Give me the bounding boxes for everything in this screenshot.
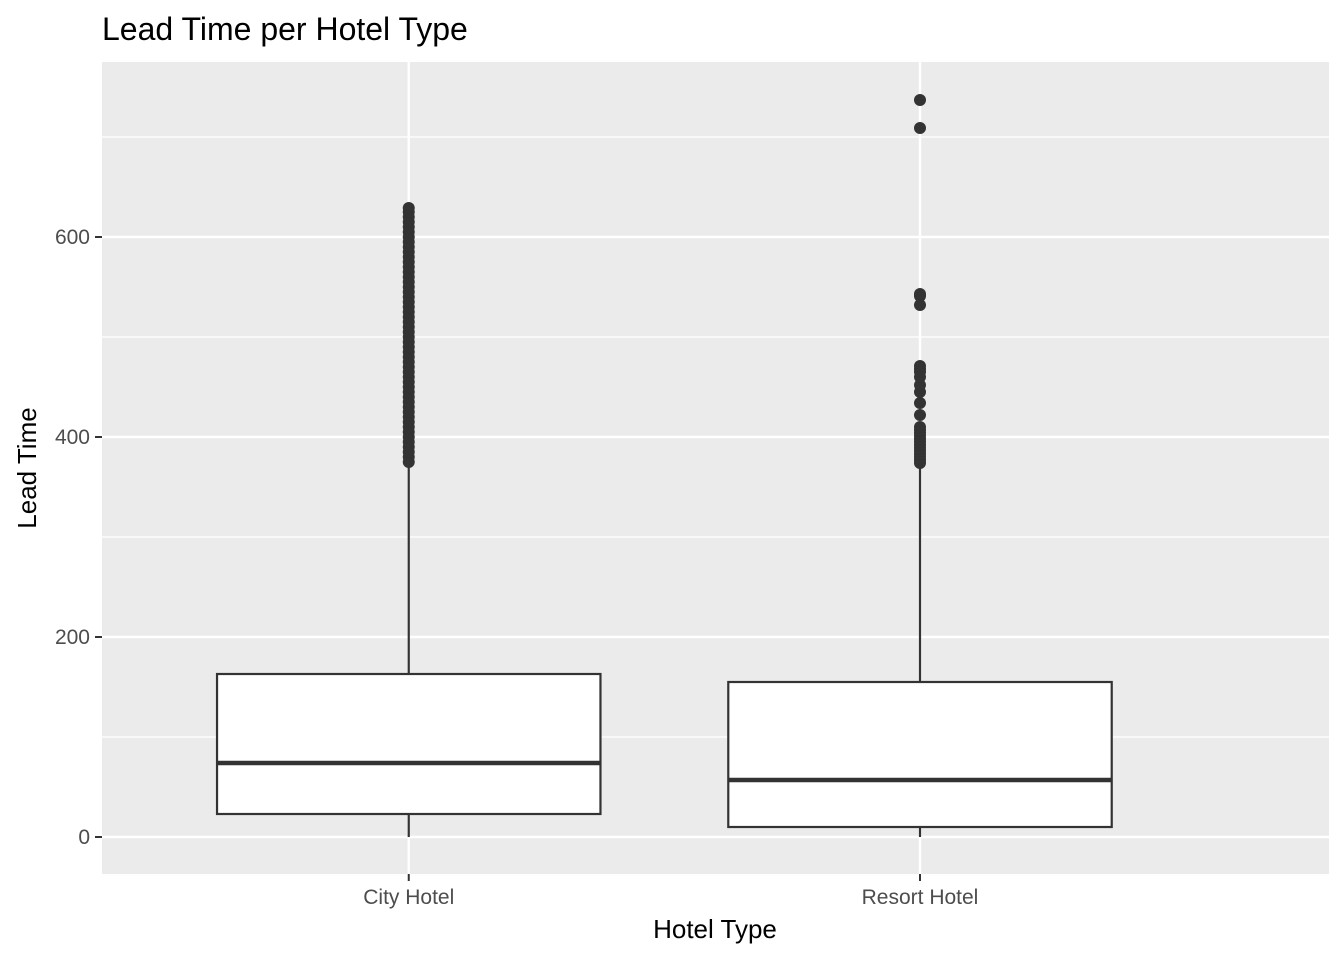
- y-tick-label: 600: [55, 226, 90, 249]
- outlier-point: [914, 122, 926, 134]
- outlier-point: [914, 299, 926, 311]
- box-resort-hotel: [727, 94, 1113, 837]
- x-axis-title: Hotel Type: [653, 914, 777, 944]
- box-city-hotel: [215, 202, 602, 837]
- chart-title: Lead Time per Hotel Type: [102, 11, 468, 47]
- outlier-point: [914, 288, 926, 300]
- y-axis-title: Lead Time: [12, 407, 42, 528]
- outlier-point: [914, 94, 926, 106]
- outlier-point: [914, 397, 926, 409]
- iqr-box: [727, 680, 1113, 829]
- y-tick-label: 0: [78, 826, 90, 849]
- x-tick-label: City Hotel: [363, 886, 454, 909]
- y-tick-label: 400: [55, 426, 90, 449]
- outlier-point: [402, 202, 415, 214]
- outlier-point: [914, 360, 926, 372]
- outlier-point: [914, 421, 926, 433]
- y-tick-label: 200: [55, 626, 90, 649]
- iqr-box: [215, 672, 602, 816]
- x-axis: City Hotel Resort Hotel: [363, 874, 978, 909]
- y-axis: 0 200 400 600: [55, 226, 102, 849]
- x-tick-label: Resort Hotel: [862, 886, 979, 909]
- boxes-layer: [215, 94, 1113, 837]
- outlier-point: [914, 409, 926, 421]
